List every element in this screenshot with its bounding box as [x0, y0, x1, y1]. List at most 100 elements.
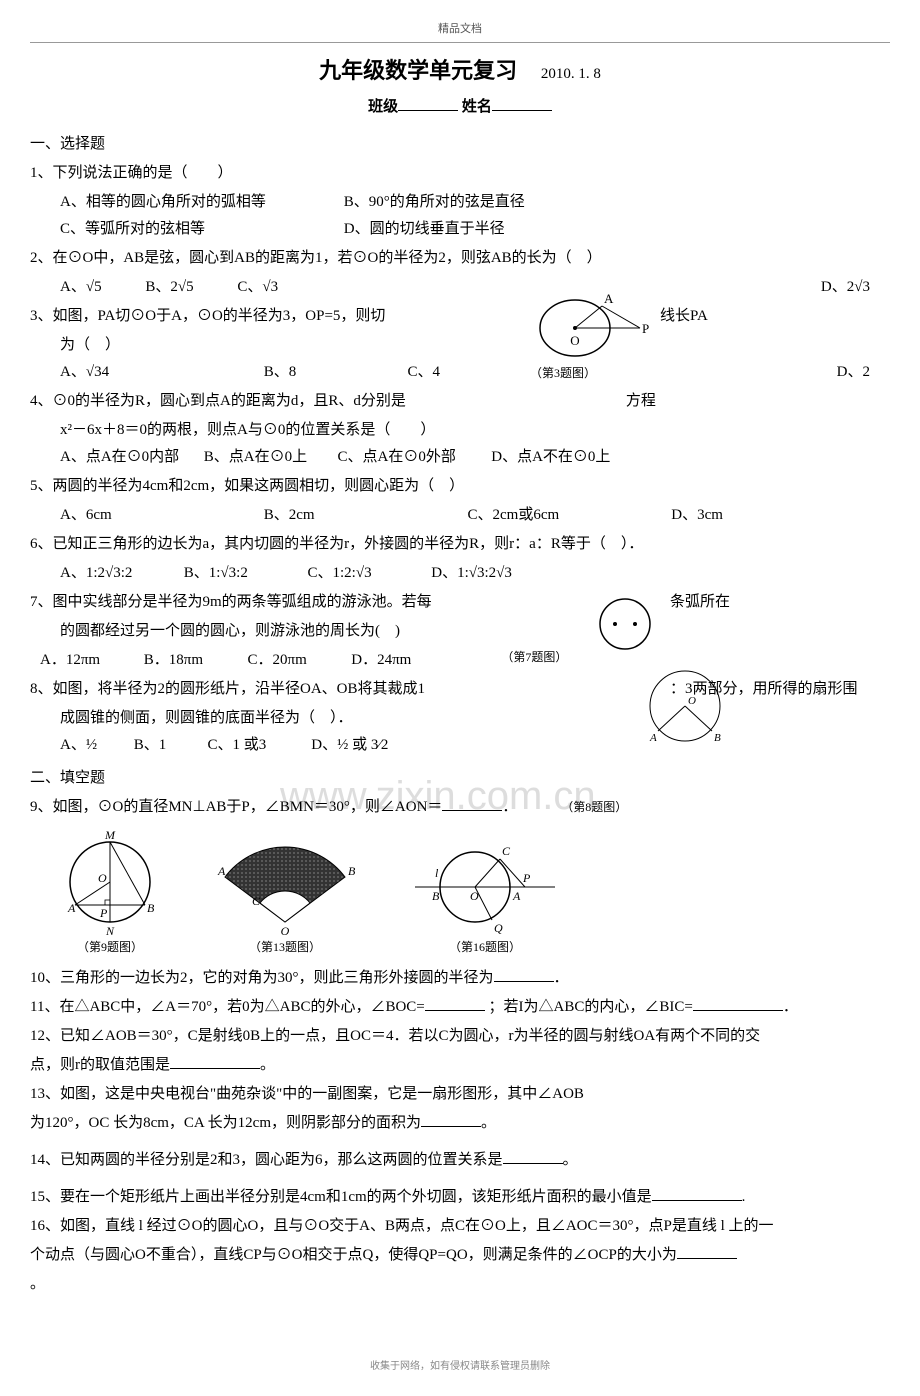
- q3-opts: A、√34 B、8 C、4 D、2: [30, 359, 890, 386]
- svg-text:O: O: [470, 889, 479, 903]
- q5-a: A、6cm: [60, 502, 220, 529]
- fig8-label: （第8题图）: [561, 800, 627, 814]
- q2-c: C、√3: [237, 274, 278, 301]
- q4-row: 4、⊙0的半径为R，圆心到点A的距离为d，且R、d分别是 方程: [30, 388, 890, 415]
- q4-b: B、点A在⊙0上: [204, 444, 334, 471]
- q9-blank: [442, 795, 502, 811]
- q12-text-b: 点，则r的取值范围是: [30, 1057, 170, 1073]
- fig16-label: （第16题图）: [410, 937, 560, 959]
- q2-d: D、2√3: [821, 274, 870, 301]
- section-2-heading: 二、填空题: [30, 765, 890, 792]
- q3-c: C、4: [408, 359, 441, 386]
- q13-text-b: 为120°，OC 长为8cm，CA 长为12cm，则阴影部分的面积为: [30, 1115, 421, 1131]
- svg-text:l: l: [435, 866, 439, 880]
- name-label: 姓名: [462, 99, 492, 115]
- q7-row: 7、图中实线部分是半径为9m的两条等弧组成的游泳池。若每 条弧所在: [30, 589, 890, 616]
- q3-text-b: 为（ ）: [30, 332, 890, 359]
- q16-blank: [677, 1243, 737, 1259]
- svg-text:A: A: [649, 732, 657, 744]
- svg-text:O: O: [98, 871, 107, 885]
- q11-text-a: 11、在△ABC中，∠A＝70°，若0为△ABC的外心，∠BOC=: [30, 999, 425, 1015]
- figures-row: M O A B P N （第9题图） A B C O （第13题图）: [60, 827, 890, 959]
- q15-text: 15、要在一个矩形纸片上画出半径分别是4cm和1cm的两个外切圆，该矩形纸片面积…: [30, 1189, 652, 1205]
- q14-blank: [503, 1148, 563, 1164]
- svg-text:B: B: [714, 732, 721, 744]
- svg-text:N: N: [105, 924, 115, 937]
- q1: 1、下列说法正确的是（ ）: [30, 160, 890, 187]
- svg-text:A: A: [604, 293, 614, 306]
- svg-text:A: A: [512, 889, 521, 903]
- q12: 12、已知∠AOB＝30°，C是射线0B上的一点，且OC＝4．若以C为圆心，r为…: [30, 1023, 890, 1050]
- q8-b: B、1: [134, 732, 204, 759]
- q1-c: C、等弧所对的弦相等: [60, 216, 340, 243]
- fig16-block: C B O P A Q l （第16题图）: [410, 837, 560, 959]
- fig9-svg: M O A B P N: [60, 827, 160, 937]
- q7-opts: A．12πm B．18πm C．20πm D．24πm （第7题图）: [30, 647, 890, 674]
- svg-text:C: C: [502, 844, 511, 858]
- fig9-block: M O A B P N （第9题图）: [60, 827, 160, 959]
- subtitle: 班级 姓名: [30, 94, 890, 121]
- svg-text:P: P: [642, 321, 649, 336]
- q5-b: B、2cm: [264, 502, 424, 529]
- q6-b: B、1:√3:2: [184, 560, 304, 587]
- q5: 5、两圆的半径为4cm和2cm，如果这两圆相切，则圆心距为（ ）: [30, 473, 890, 500]
- q2-a: A、√5: [60, 274, 102, 301]
- q6-opts: A、1:2√3:2 B、1:√3:2 C、1:2:√3 D、1:√3:2√3: [30, 560, 890, 587]
- section-1-heading: 一、选择题: [30, 131, 890, 158]
- q3-text-a: 3、如图，PA切⊙O于A，⊙O的半径为3，OP=5，则切: [30, 308, 385, 324]
- q16-period: 。: [30, 1271, 890, 1298]
- q4-text-a2: 方程: [626, 388, 656, 415]
- title-row: 九年级数学单元复习 2010. 1. 8: [30, 51, 890, 91]
- q9-text: 9、如图，⊙O的直径MN⊥AB于P，∠BMN＝30°，则∠AON＝: [30, 799, 442, 815]
- fig13-svg: A B C O: [200, 827, 370, 937]
- fig3-svg: O P A: [530, 293, 650, 363]
- q13b: 为120°，OC 长为8cm，CA 长为12cm，则阴影部分的面积为。: [30, 1110, 890, 1137]
- q5-opts: A、6cm B、2cm C、2cm或6cm D、3cm: [30, 502, 890, 529]
- fig7-svg: [590, 589, 660, 664]
- q16b: 个动点（与圆心O不重合），直线CP与⊙O相交于点Q，使得QP=QO，则满足条件的…: [30, 1242, 890, 1269]
- q2-b: B、2√5: [145, 274, 193, 301]
- q12b: 点，则r的取值范围是。: [30, 1052, 890, 1079]
- q8-a: A、½: [60, 732, 130, 759]
- svg-text:C: C: [252, 894, 261, 908]
- q5-c: C、2cm或6cm: [468, 502, 628, 529]
- fig16-svg: C B O P A Q l: [410, 837, 560, 937]
- q7-a: A．12πm: [40, 647, 140, 674]
- svg-text:B: B: [147, 901, 155, 915]
- q8-opts: A、½ B、1 C、1 或3 D、½ 或 3⁄2: [30, 732, 890, 759]
- fig8-svg: O A B: [640, 666, 730, 756]
- title: 九年级数学单元复习: [319, 58, 517, 83]
- q4-c: C、点A在⊙0外部: [338, 444, 488, 471]
- q1-opts-1: A、相等的圆心角所对的弧相等 B、90°的角所对的弦是直径: [30, 189, 890, 216]
- svg-text:B: B: [348, 864, 356, 878]
- q7-b: B．18πm: [144, 647, 244, 674]
- q8-text-a: 8、如图，将半径为2的圆形纸片，沿半径OA、OB将其裁成1: [30, 681, 425, 697]
- q7-c: C．20πm: [248, 647, 348, 674]
- class-blank: [398, 95, 458, 111]
- q16a: 16、如图，直线 l 经过⊙O的圆心O，且与⊙O交于A、B两点，点C在⊙O上，且…: [30, 1213, 890, 1240]
- svg-text:O: O: [688, 695, 696, 707]
- q3-text-a2: 线长PA: [660, 303, 708, 330]
- q11-blank1: [425, 995, 485, 1011]
- q2-opts: A、√5 B、2√5 C、√3 D、2√3: [30, 274, 890, 301]
- q4-a: A、点A在⊙0内部: [60, 444, 200, 471]
- q3-b: B、8: [264, 359, 364, 386]
- svg-text:A: A: [67, 901, 76, 915]
- q14: 14、已知两圆的半径分别是2和3，圆心距为6，那么这两圆的位置关系是。: [30, 1147, 890, 1174]
- q10-blank: [494, 966, 554, 982]
- q13a: 13、如图，这是中央电视台"曲苑杂谈"中的一副图案，它是一扇形图形，其中∠AOB: [30, 1081, 890, 1108]
- q1-a: A、相等的圆心角所对的弧相等: [60, 189, 340, 216]
- q3-d: D、2: [837, 359, 870, 386]
- date: 2010. 1. 8: [541, 66, 601, 82]
- q8-text-b: 成圆锥的侧面，则圆锥的底面半径为（ ）．: [30, 705, 890, 732]
- q4-text-b: x²－6x＋8＝0的两根，则点A与⊙0的位置关系是（ ）: [30, 417, 890, 444]
- q2: 2、在⊙O中，AB是弦，圆心到AB的距离为1，若⊙O的半径为2，则弦AB的长为（…: [30, 245, 890, 272]
- q13-blank: [421, 1111, 481, 1127]
- q4-text-a: 4、⊙0的半径为R，圆心到点A的距离为d，且R、d分别是: [30, 393, 406, 409]
- q7-text-b: 的圆都经过另一个圆的圆心，则游泳池的周长为( ): [30, 618, 890, 645]
- q15: 15、要在一个矩形纸片上画出半径分别是4cm和1cm的两个外切圆，该矩形纸片面积…: [30, 1184, 890, 1211]
- q8-c: C、1 或3: [208, 732, 308, 759]
- q5-d: D、3cm: [671, 502, 723, 529]
- svg-text:O: O: [281, 924, 290, 937]
- q15-blank: [652, 1185, 742, 1201]
